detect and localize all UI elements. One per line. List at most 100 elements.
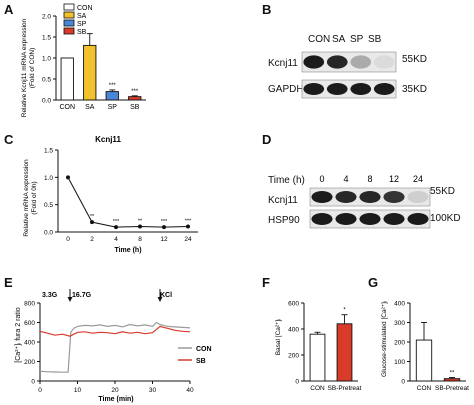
panel-e-xlabel: Time (min) xyxy=(98,396,133,403)
panel-e-ytick-label: 0 xyxy=(31,379,35,386)
panel-c-xtick-label: 2 xyxy=(90,236,94,243)
panel-e-event-arrowhead xyxy=(157,297,163,302)
panel-e-ytick-label: 600 xyxy=(24,320,35,327)
panel-b-lane-sp: SP xyxy=(350,34,364,45)
panel-d-time-tick: 12 xyxy=(389,174,399,184)
panel-f-ytick-label: 600 xyxy=(288,301,299,308)
panel-c-ylabel-2: (Fold of 0h) xyxy=(31,181,38,214)
panel-c-xtick-label: 24 xyxy=(184,236,192,243)
panel-e-annot-kcl: KCl xyxy=(160,292,172,299)
panel-a-category-label: SA xyxy=(85,104,95,111)
panel-f-category-label: SB-Pretreat xyxy=(328,385,362,392)
panel-c-title: Kcnj11 xyxy=(95,135,121,144)
panel-b-row1-label: Kcnj11 xyxy=(268,58,298,69)
panel-a-category-label: SP xyxy=(108,104,118,111)
legend-swatch-sp xyxy=(63,19,75,27)
panel-d-row2-band xyxy=(383,213,405,225)
panel-b-marker-1: 55KD xyxy=(402,54,428,65)
panel-c-sig: *** xyxy=(113,219,120,225)
panel-d-time-label: Time (h) xyxy=(268,175,305,186)
panel-e-ytick-label: 200 xyxy=(24,359,35,366)
panel-b-row1-band xyxy=(326,55,348,69)
panel-f-bar xyxy=(309,333,326,382)
panel-d-time-tick: 8 xyxy=(367,174,372,184)
panel-c-ytick-label: 0.5 xyxy=(44,202,53,209)
panel-c-xtick-label: 12 xyxy=(160,236,168,243)
panel-a-chart: Relative Kcnj11 mRNA expression (Fold of… xyxy=(21,3,146,117)
panel-g-ytick-label: 300 xyxy=(394,320,405,327)
panel-c-point xyxy=(186,224,190,229)
panel-d-marker-2: 100KD xyxy=(430,213,461,224)
panel-f-chart: Basal [Ca²⁺]ᵢ 0 200 400 600 CON * SB-Pretreat xyxy=(275,301,362,393)
panel-c-xtick-label: 8 xyxy=(138,236,142,243)
panel-d-row2-label: HSP90 xyxy=(268,215,300,226)
panel-c-chart: Kcnj11 Relative mRNA expression (Fold of… xyxy=(23,135,198,254)
panel-b-row2-band xyxy=(326,83,348,95)
panel-e-ylabel: [Ca²⁺]ᵢ fura 2 ratio xyxy=(15,307,22,362)
legend-label-sb: SB xyxy=(77,29,87,36)
panel-a-bar xyxy=(60,57,74,101)
panel-a-ylabel-1: Relative Kcnj11 mRNA expression xyxy=(21,18,28,117)
panel-a-category-label: SB xyxy=(130,104,140,111)
panel-e-annot-high: 16.7G xyxy=(72,292,92,299)
panel-a-sig: *** xyxy=(109,83,117,89)
panel-f-ytick-label: 400 xyxy=(288,327,299,334)
panel-e-xtick-label: 0 xyxy=(38,387,42,394)
panel-a-ylabel-2: (Fold of CON) xyxy=(29,48,36,88)
panel-e-event-arrowhead xyxy=(67,297,73,302)
panel-b-lane-con: CON xyxy=(308,34,331,45)
panel-e-ytick-label: 400 xyxy=(24,340,35,347)
panel-a-ytick-label: 0.5 xyxy=(42,77,51,84)
panel-letter-c: C xyxy=(4,132,14,147)
panel-a-ytick-label: 2.0 xyxy=(42,14,51,21)
panel-g-bar xyxy=(443,378,461,382)
panel-c-point xyxy=(138,224,142,229)
panel-a-ytick-label: 0.0 xyxy=(42,98,51,105)
panel-b-marker-2: 35KD xyxy=(402,84,428,95)
panel-c-xtick-label: 4 xyxy=(114,236,118,243)
panel-d-row2-band xyxy=(311,213,333,225)
panel-d-row2-band xyxy=(407,213,429,225)
panel-g-ytick-label: 200 xyxy=(394,340,405,347)
panel-c-point xyxy=(66,175,70,180)
panel-g-category-label: CON xyxy=(417,385,432,392)
panel-b-row2-band xyxy=(373,83,395,95)
panel-a-ytick-label: 1.0 xyxy=(42,56,51,63)
panel-g-bar xyxy=(415,339,433,382)
panel-c-ylabel-1: Relative mRNA expression xyxy=(23,159,30,237)
panel-g-sig: ** xyxy=(450,370,455,376)
panel-d-row1-band xyxy=(335,191,357,203)
panel-b-blot xyxy=(301,51,397,99)
panel-b-row2-band xyxy=(303,83,325,95)
panel-g-ylabel: Glucose-stimulated [Ca²⁺]ᵢ xyxy=(381,301,388,377)
panel-a-category-label: CON xyxy=(59,104,75,111)
panel-letter-e: E xyxy=(4,275,13,290)
legend-swatch-con xyxy=(63,3,75,11)
panel-d-row1-band xyxy=(383,191,405,203)
panel-b-row1-band xyxy=(373,55,395,69)
panel-b-lane-sb: SB xyxy=(368,34,382,45)
panel-e-chart: [Ca²⁺]ᵢ fura 2 ratio Time (min) 3.3G 16.… xyxy=(15,289,212,403)
panel-d-row2-band xyxy=(335,213,357,225)
legend-swatch-sb xyxy=(63,27,75,35)
panel-c-series-line xyxy=(67,177,189,228)
panel-e-xtick-label: 30 xyxy=(149,387,157,394)
panel-f-ytick-label: 0 xyxy=(295,379,299,386)
panel-letter-b: B xyxy=(262,2,272,17)
panel-c-ytick-label: 1.5 xyxy=(44,148,53,155)
panel-d-row1-band xyxy=(407,191,429,203)
panel-c-point xyxy=(114,225,118,230)
panel-d-row1-label: Kcnj11 xyxy=(268,195,298,206)
legend-label-sa: SA xyxy=(77,13,87,20)
panel-d-time-tick: 4 xyxy=(343,174,348,184)
panel-e-series-sb xyxy=(39,325,191,337)
panel-e-legend-con: CON xyxy=(196,346,212,353)
legend-swatch-sa xyxy=(63,11,75,19)
panel-b-row1-band xyxy=(350,55,372,69)
panel-b-row2-band xyxy=(350,83,372,95)
panel-f-bar xyxy=(336,323,353,382)
panel-e-xtick-label: 40 xyxy=(186,387,194,394)
panel-a-sig: *** xyxy=(131,89,139,95)
panel-c-sig: *** xyxy=(161,219,168,225)
panel-g-ytick-label: 400 xyxy=(394,301,405,308)
